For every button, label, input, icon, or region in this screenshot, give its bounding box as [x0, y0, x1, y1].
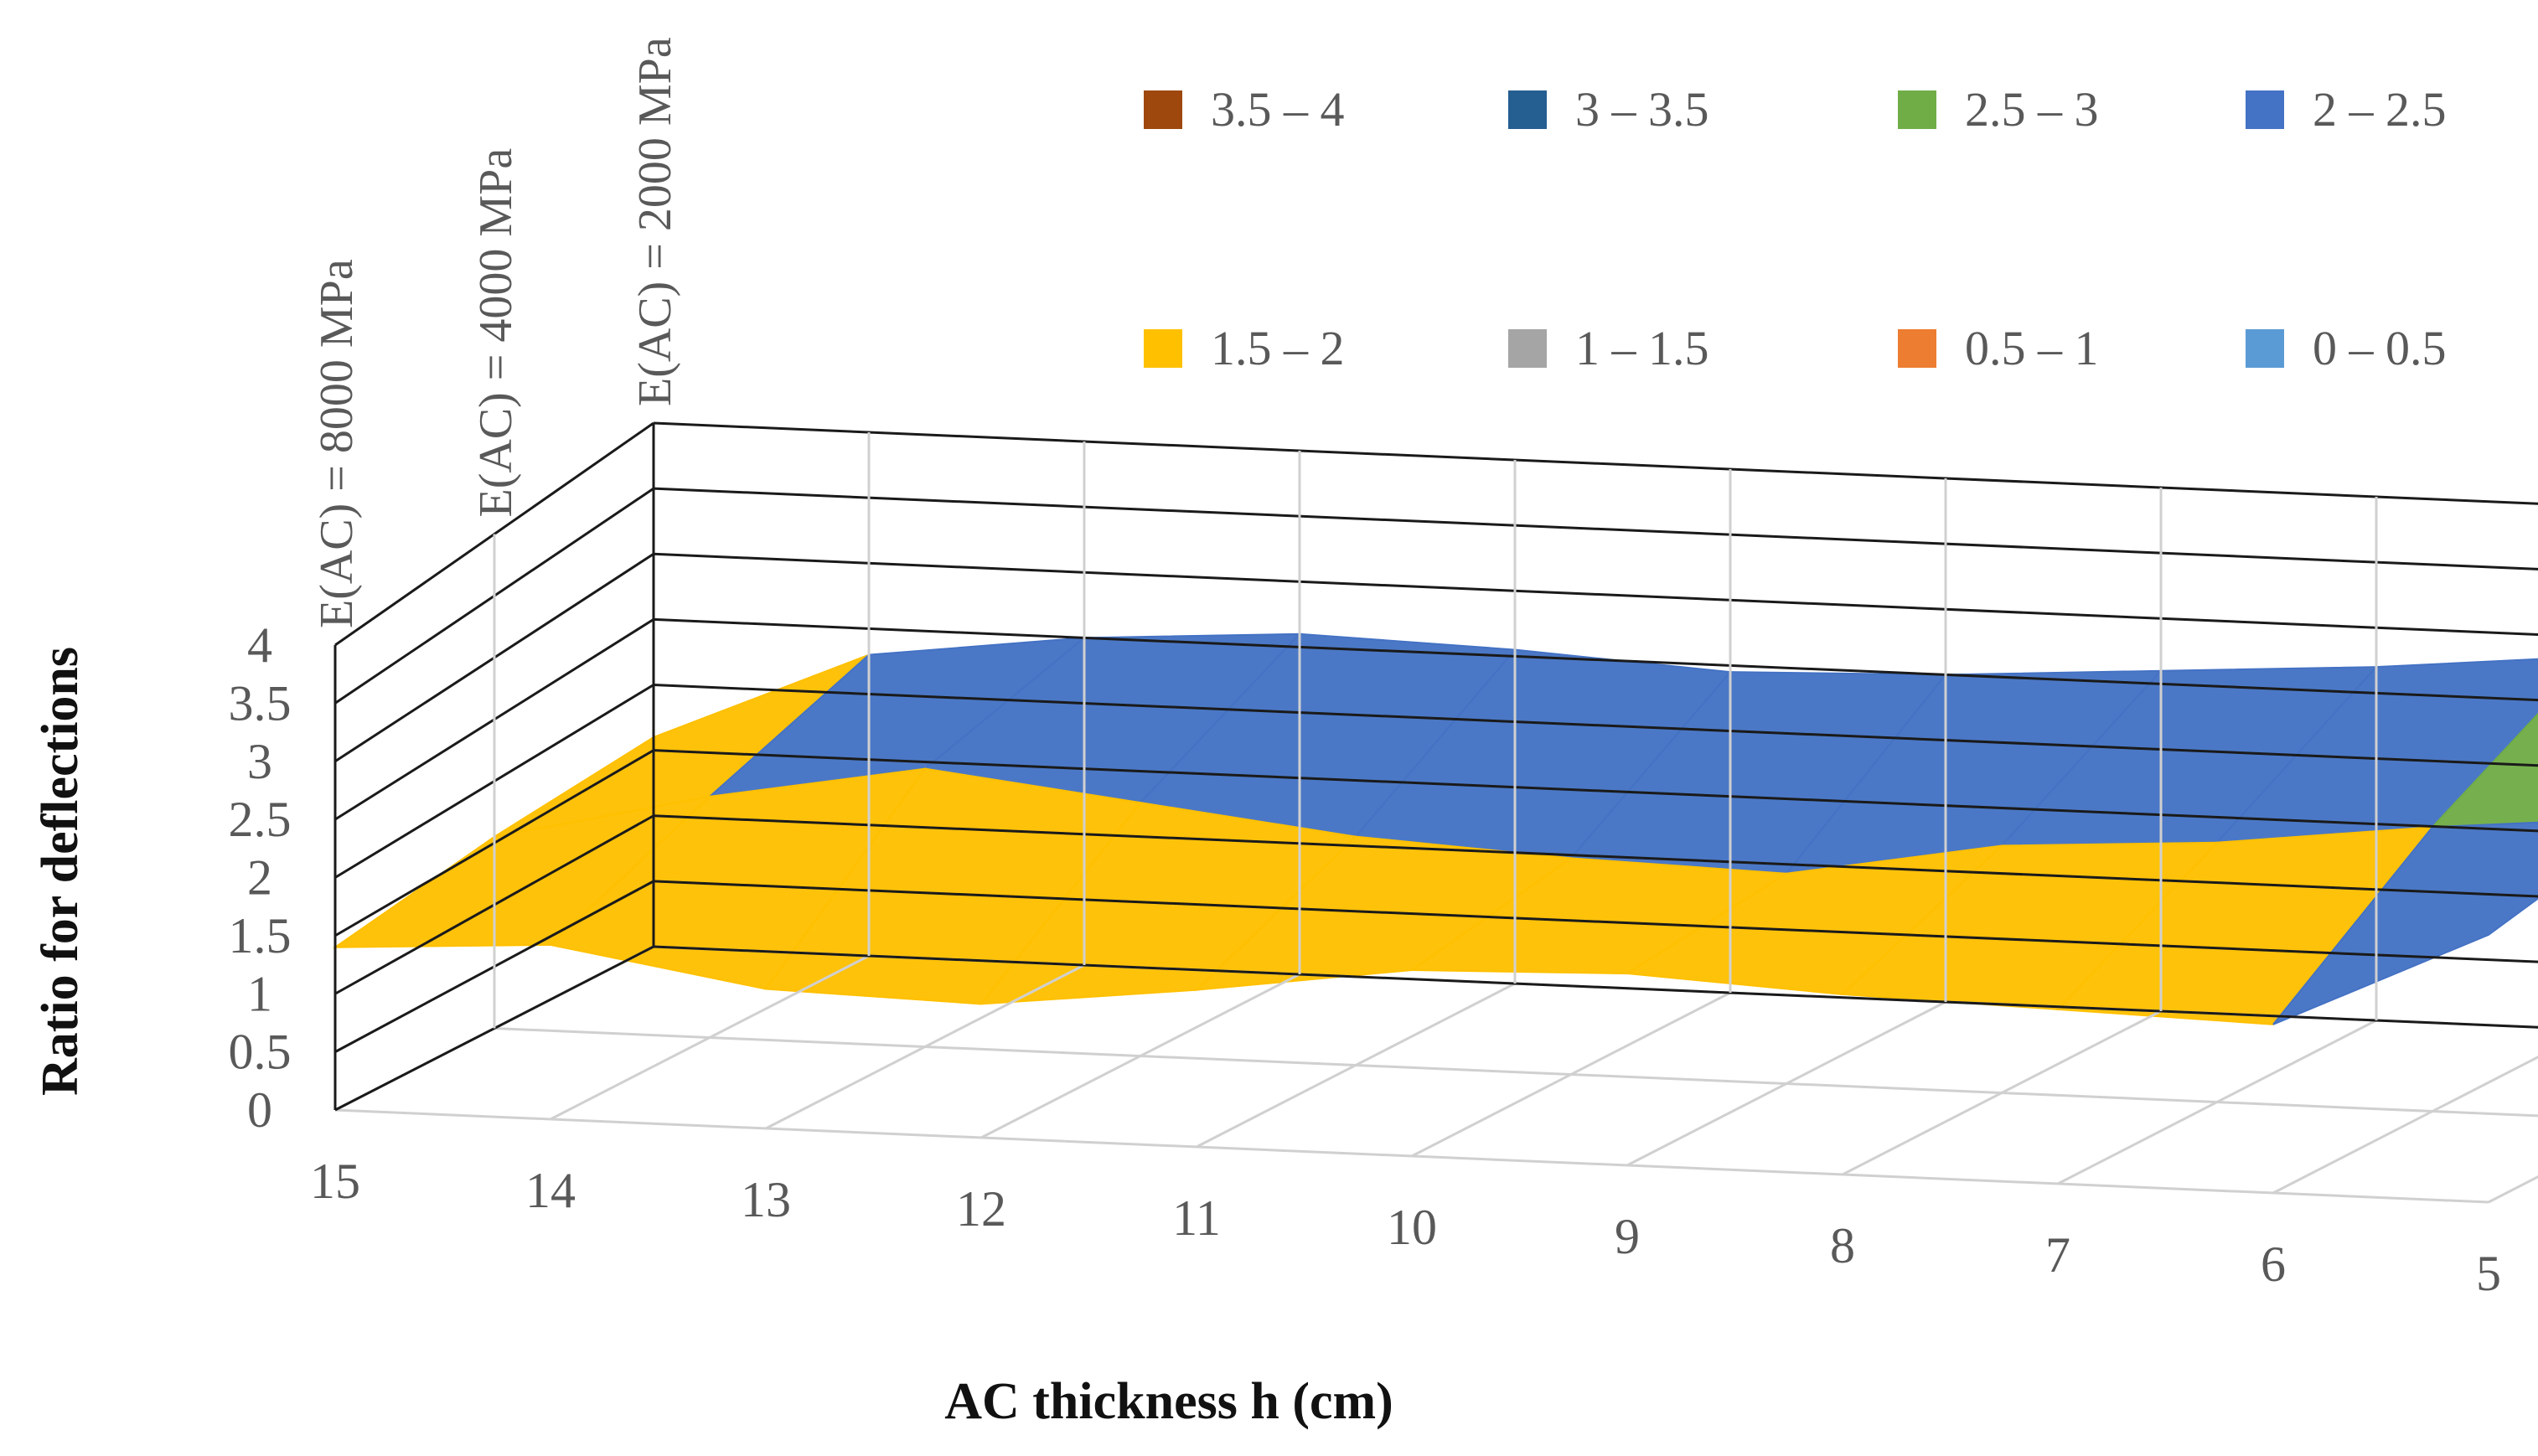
- legend-label: 1.5 – 2: [1211, 321, 1345, 375]
- grid-layer: [333, 421, 2538, 1204]
- legend-swatch: [1898, 90, 1936, 129]
- x-tick-label: 13: [741, 1172, 791, 1227]
- legend-swatch: [2246, 329, 2284, 368]
- legend-label: 2.5 – 3: [1965, 82, 2099, 137]
- legend-item: 3.5 – 4: [1144, 82, 1345, 137]
- y-axis-title: Ratio for deflections: [32, 647, 89, 1096]
- floor-gridline: [1411, 991, 1731, 1158]
- legend-label: 2 – 2.5: [2313, 82, 2447, 137]
- series-label: E(AC) = 2000 MPa: [629, 37, 681, 406]
- x-tick-label: 12: [956, 1181, 1006, 1237]
- legend-item: 0 – 0.5: [2246, 321, 2447, 375]
- floor-gridline: [2272, 1056, 2538, 1195]
- z-tick-label: 2.5: [229, 792, 292, 847]
- legend-item: 3 – 3.5: [1508, 82, 1709, 137]
- floor-gridline: [1842, 1009, 2162, 1176]
- x-tick-label: 15: [310, 1154, 360, 1209]
- z-tick-label: 0.5: [229, 1025, 292, 1080]
- legend-label: 3 – 3.5: [1575, 82, 1709, 137]
- legend-label: 3.5 – 4: [1211, 82, 1345, 137]
- surface-layer: [332, 632, 2538, 1025]
- legend-swatch: [1144, 329, 1182, 368]
- x-tick-label: 14: [525, 1163, 576, 1218]
- floor-gridline: [980, 973, 1300, 1139]
- series-label: E(AC) = 8000 MPa: [311, 259, 363, 628]
- floor-gridline: [2488, 1175, 2538, 1204]
- z-tick-label: 2: [247, 850, 272, 906]
- legend-label: 0.5 – 1: [1965, 321, 2099, 375]
- x-tick-label: 11: [1172, 1190, 1221, 1246]
- legend-item: 2 – 2.5: [2246, 82, 2447, 137]
- legend: 3.5 – 4 3 – 3.5 2.5 – 3 2 – 2.5 1.5 – 2 1 – 1…: [1144, 82, 2447, 375]
- series-label: E(AC) = 4000 MPa: [470, 148, 522, 518]
- legend-item: 1 – 1.5: [1508, 321, 1709, 375]
- legend-item: 2.5 – 3: [1898, 82, 2099, 137]
- z-tick-label: 1: [247, 966, 272, 1021]
- floor-gridline: [765, 963, 1085, 1130]
- legend-swatch: [1508, 90, 1547, 129]
- legend-swatch: [2246, 90, 2284, 129]
- floor-gridline: [550, 954, 870, 1121]
- z-tick-label: 3: [247, 734, 272, 789]
- floor-gridline: [1196, 982, 1516, 1149]
- x-tick-label: 9: [1615, 1209, 1640, 1264]
- legend-item: 1.5 – 2: [1144, 321, 1345, 375]
- legend-label: 1 – 1.5: [1575, 321, 1709, 375]
- surface-patch: [2272, 821, 2538, 1025]
- x-tick-label: 5: [2476, 1246, 2501, 1301]
- z-tick-label: 1.5: [229, 908, 292, 963]
- legend-label: 0 – 0.5: [2313, 321, 2447, 375]
- legend-swatch: [1898, 329, 1936, 368]
- floor-gridline: [2057, 1019, 2377, 1185]
- surface-patch: [2430, 712, 2538, 829]
- legend-swatch: [1508, 329, 1547, 368]
- z-tick-label: 3.5: [229, 675, 292, 731]
- x-tick-label: 10: [1387, 1200, 1437, 1255]
- z-tick-label: 0: [247, 1082, 272, 1138]
- z-tick-label: 4: [247, 617, 272, 673]
- legend-item: 0.5 – 1: [1898, 321, 2099, 375]
- x-axis-title: AC thickness h (cm): [944, 1373, 1393, 1430]
- legend-swatch: [1144, 90, 1182, 129]
- floor-gridline: [494, 1027, 2538, 1118]
- x-tick-label: 7: [2045, 1227, 2070, 1283]
- x-tick-label: 8: [1830, 1218, 1855, 1273]
- axis-label-layer: 00.511.522.533.54 15 14 13 12 11 10 9 8 7 6 5 E(AC) …: [229, 37, 2502, 1301]
- x-tick-label: 6: [2261, 1237, 2286, 1292]
- floor-gridline: [1626, 1000, 1946, 1167]
